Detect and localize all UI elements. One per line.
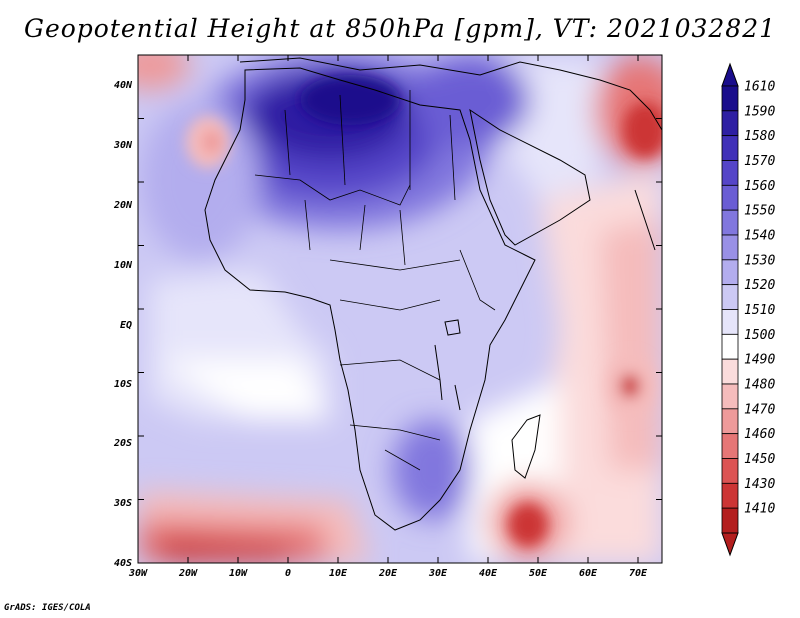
lat-label: 10N (114, 260, 133, 271)
lat-label: 30S (113, 498, 132, 509)
lat-label: 20N (113, 200, 133, 211)
country-borders (254, 90, 496, 471)
lon-label: 0 (285, 568, 291, 579)
colorbar-label: 1500 (744, 328, 775, 343)
colorbar-swatch (721, 408, 739, 435)
colorbar-label: 1450 (744, 452, 775, 467)
africa-coastline (204, 67, 536, 531)
lon-label: 50E (529, 568, 548, 579)
lon-label: 70E (629, 568, 648, 579)
colorbar-label: 1610 (744, 80, 775, 95)
colorbar-swatch (721, 458, 739, 484)
colorbar-top-arrow (721, 62, 739, 87)
colorbar-swatch (721, 160, 739, 186)
lat-label: 10S (114, 379, 132, 390)
lat-label: 40N (114, 80, 133, 91)
lon-label: 10W (229, 568, 248, 579)
colorbar-label: 1540 (744, 229, 775, 244)
map-title: Geopotential Height at 850hPa [gpm], VT:… (23, 14, 777, 43)
india-coastline (634, 189, 656, 251)
colorbar-swatch (721, 234, 739, 261)
colorbar-swatch (721, 284, 739, 310)
lon-label: 20W (178, 568, 198, 579)
colorbar-swatch (721, 209, 739, 236)
latitude-labels: 40N 30N 20N 10N EQ 10S 20S 30S 40S (113, 80, 133, 569)
colorbar-swatch (721, 482, 739, 509)
colorbar-label: 1560 (744, 179, 775, 194)
colorbar-label: 1530 (744, 253, 775, 268)
colorbar-swatch (721, 433, 739, 459)
colorbar-swatch (721, 184, 739, 211)
colorbar-label: 1460 (744, 427, 775, 442)
lon-label: 10E (329, 568, 348, 579)
colorbar-swatch (721, 333, 739, 360)
lat-label: 40S (114, 558, 132, 569)
lat-label: 20S (113, 438, 132, 449)
colorbar-label: 1490 (744, 353, 775, 368)
colorbar-label: 1570 (744, 154, 775, 169)
colorbar-swatch (721, 85, 739, 112)
lon-label: 40E (479, 568, 498, 579)
colorbar-swatch (721, 135, 739, 161)
colorbar-swatch (721, 358, 739, 385)
lon-label: 30W (128, 568, 148, 579)
colorbar-label: 1510 (744, 303, 775, 318)
colorbar-label: 1550 (744, 204, 775, 219)
europe-coastline (239, 57, 662, 131)
grads-credit: GrADS: IGES/COLA (4, 603, 91, 613)
lon-label: 20E (378, 568, 398, 579)
colorbar-swatch (721, 383, 739, 410)
colorbar-label: 1520 (744, 278, 775, 293)
colorbar-swatch (721, 309, 739, 335)
height-field (138, 55, 662, 563)
colorbar-swatch (721, 110, 739, 137)
colorbar-label: 1410 (744, 502, 775, 517)
colorbar-swatch (721, 259, 739, 286)
axis-ticks (137, 54, 662, 564)
colorbar-swatch (721, 507, 739, 534)
lake-victoria (444, 319, 461, 336)
colorbar: 1610 1590 1580 1570 1560 1550 1540 1530 1520 1510… (721, 62, 775, 557)
colorbar-label: 1580 (744, 129, 775, 144)
lon-label: 30E (428, 568, 448, 579)
lake-malawi (454, 384, 461, 411)
colorbar-label: 1590 (744, 104, 775, 119)
colorbar-label: 1430 (744, 477, 775, 492)
lat-label: 30N (113, 140, 133, 151)
lat-label: EQ (120, 320, 132, 331)
lon-label: 60E (579, 568, 598, 579)
arabia-coastline (469, 108, 591, 246)
longitude-labels: 30W 20W 10W 0 10E 20E 30E 40E 50E 60E 70… (128, 568, 648, 579)
colorbar-label: 1480 (744, 378, 775, 393)
coastlines (204, 57, 662, 531)
colorbar-bottom-arrow (721, 532, 739, 557)
madagascar-coastline (511, 414, 541, 479)
colorbar-label: 1470 (744, 402, 775, 417)
